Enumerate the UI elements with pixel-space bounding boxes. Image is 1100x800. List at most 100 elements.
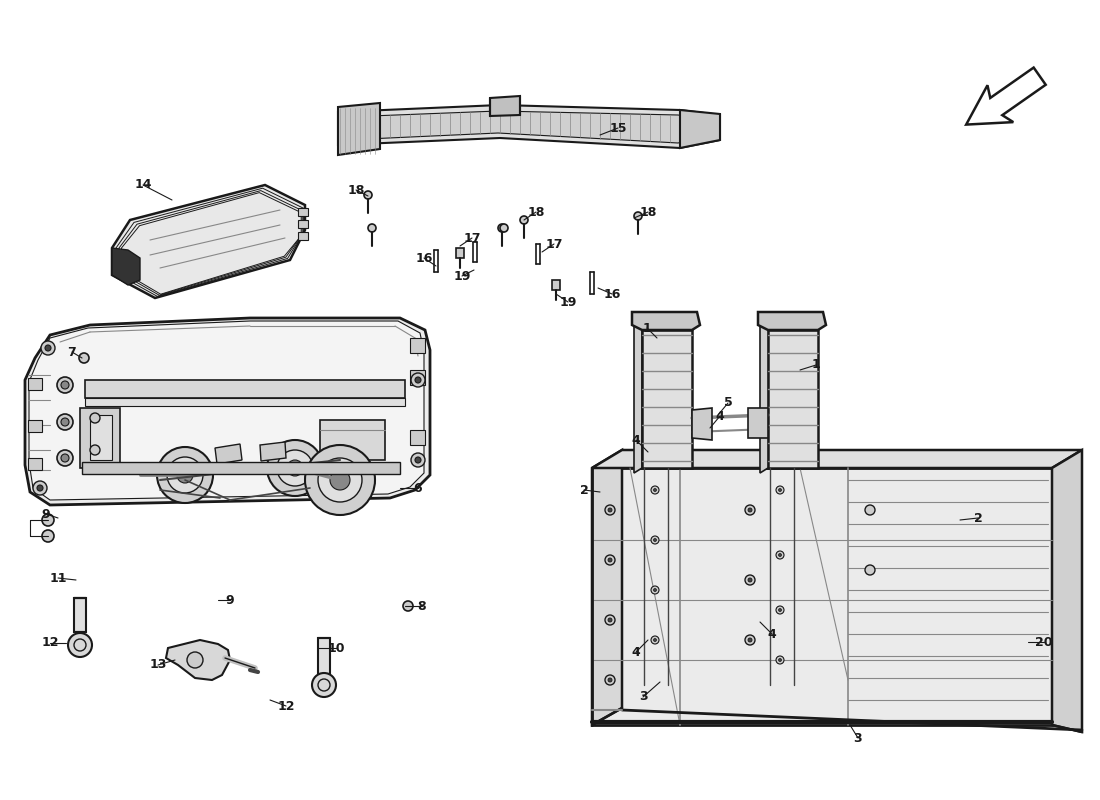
Text: 20: 20 <box>1035 635 1053 649</box>
Polygon shape <box>318 638 330 674</box>
Text: 18: 18 <box>348 183 365 197</box>
Circle shape <box>187 652 204 668</box>
Circle shape <box>605 615 615 625</box>
Circle shape <box>318 458 362 502</box>
Text: 2: 2 <box>580 483 588 497</box>
Circle shape <box>520 216 528 224</box>
Circle shape <box>57 414 73 430</box>
Text: 18: 18 <box>527 206 544 218</box>
Circle shape <box>608 678 612 682</box>
Text: 3: 3 <box>854 731 862 745</box>
Circle shape <box>90 445 100 455</box>
Text: 4: 4 <box>716 410 725 422</box>
Circle shape <box>651 486 659 494</box>
Circle shape <box>776 551 784 559</box>
Text: 16: 16 <box>603 287 620 301</box>
Circle shape <box>68 633 92 657</box>
Circle shape <box>865 565 874 575</box>
Text: 5: 5 <box>724 397 733 410</box>
Circle shape <box>277 450 313 486</box>
Polygon shape <box>166 640 230 680</box>
Circle shape <box>608 558 612 562</box>
Bar <box>80 408 120 468</box>
Polygon shape <box>28 458 42 470</box>
Bar <box>298 220 308 228</box>
Bar <box>90 415 112 460</box>
Polygon shape <box>758 312 826 330</box>
Circle shape <box>651 586 659 594</box>
Polygon shape <box>25 318 430 505</box>
Polygon shape <box>338 103 379 155</box>
Polygon shape <box>634 320 642 473</box>
Text: 4: 4 <box>768 627 777 641</box>
Polygon shape <box>692 408 712 440</box>
Polygon shape <box>632 312 700 330</box>
Polygon shape <box>768 330 818 468</box>
Circle shape <box>57 377 73 393</box>
Circle shape <box>605 675 615 685</box>
Circle shape <box>42 514 54 526</box>
Circle shape <box>90 413 100 423</box>
Polygon shape <box>338 105 720 148</box>
Polygon shape <box>760 320 768 473</box>
Circle shape <box>42 530 54 542</box>
Polygon shape <box>680 110 720 148</box>
Text: 14: 14 <box>134 178 152 191</box>
Polygon shape <box>214 444 242 464</box>
Polygon shape <box>74 598 86 632</box>
Text: 8: 8 <box>418 599 427 613</box>
Circle shape <box>653 489 657 491</box>
Polygon shape <box>112 248 140 285</box>
Circle shape <box>651 536 659 544</box>
Text: 4: 4 <box>631 434 640 446</box>
Circle shape <box>776 486 784 494</box>
Circle shape <box>79 353 89 363</box>
Text: 9: 9 <box>42 507 51 521</box>
Text: 7: 7 <box>67 346 76 358</box>
Polygon shape <box>28 378 42 390</box>
Bar <box>85 398 405 406</box>
Circle shape <box>498 224 506 232</box>
Text: 12: 12 <box>42 637 58 650</box>
Text: 10: 10 <box>328 642 344 654</box>
Circle shape <box>776 606 784 614</box>
Circle shape <box>745 635 755 645</box>
Polygon shape <box>1052 450 1082 732</box>
Circle shape <box>368 224 376 232</box>
Bar <box>298 232 308 240</box>
Circle shape <box>60 418 69 426</box>
Circle shape <box>267 440 323 496</box>
Text: 13: 13 <box>150 658 167 671</box>
Circle shape <box>57 450 73 466</box>
Circle shape <box>748 508 752 512</box>
Circle shape <box>403 601 412 611</box>
Text: 19: 19 <box>559 295 576 309</box>
Circle shape <box>776 656 784 664</box>
Circle shape <box>779 658 781 662</box>
Circle shape <box>312 673 336 697</box>
Text: 4: 4 <box>631 646 640 658</box>
Circle shape <box>330 470 350 490</box>
Circle shape <box>779 554 781 557</box>
Circle shape <box>305 445 375 515</box>
Text: 19: 19 <box>453 270 471 282</box>
Polygon shape <box>642 330 692 468</box>
Circle shape <box>60 454 69 462</box>
Circle shape <box>651 636 659 644</box>
Polygon shape <box>490 96 520 116</box>
Circle shape <box>167 457 204 493</box>
Polygon shape <box>260 442 286 461</box>
Text: 6: 6 <box>414 482 422 494</box>
Polygon shape <box>592 468 1052 725</box>
Polygon shape <box>29 321 424 500</box>
Polygon shape <box>410 430 425 445</box>
Circle shape <box>779 609 781 611</box>
Circle shape <box>177 467 192 483</box>
Circle shape <box>748 578 752 582</box>
Bar <box>298 208 308 216</box>
Polygon shape <box>748 408 768 438</box>
Bar <box>82 462 400 474</box>
Circle shape <box>411 453 425 467</box>
Polygon shape <box>592 450 622 725</box>
Circle shape <box>364 191 372 199</box>
